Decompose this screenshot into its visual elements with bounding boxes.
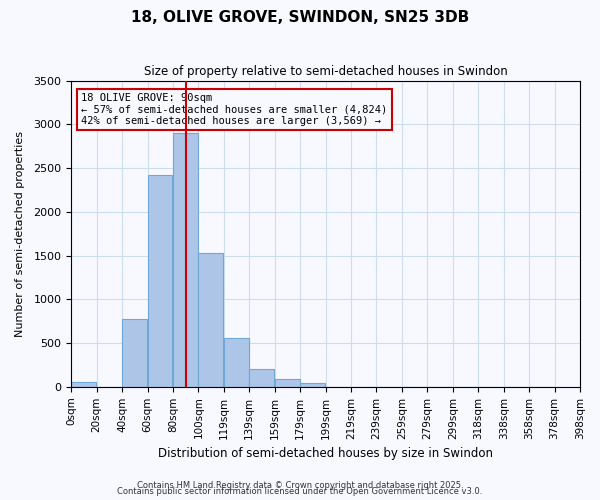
X-axis label: Distribution of semi-detached houses by size in Swindon: Distribution of semi-detached houses by … (158, 447, 493, 460)
Bar (249, 370, 274, 387)
Text: 18 OLIVE GROVE: 90sqm
← 57% of semi-detached houses are smaller (4,824)
42% of s: 18 OLIVE GROVE: 90sqm ← 57% of semi-deta… (82, 93, 388, 126)
Bar (122, 318, 147, 387)
Bar (300, 384, 325, 387)
Text: Contains HM Land Registry data © Crown copyright and database right 2025.: Contains HM Land Registry data © Crown c… (137, 480, 463, 490)
Bar (71, 382, 96, 387)
Bar (148, 175, 172, 387)
Bar (199, 253, 223, 387)
Title: Size of property relative to semi-detached houses in Swindon: Size of property relative to semi-detach… (144, 65, 508, 78)
Text: 18, OLIVE GROVE, SWINDON, SN25 3DB: 18, OLIVE GROVE, SWINDON, SN25 3DB (131, 10, 469, 25)
Bar (275, 379, 299, 387)
Bar (173, 133, 198, 387)
Bar (224, 338, 248, 387)
Text: Contains public sector information licensed under the Open Government Licence v3: Contains public sector information licen… (118, 487, 482, 496)
Y-axis label: Number of semi-detached properties: Number of semi-detached properties (15, 130, 25, 336)
